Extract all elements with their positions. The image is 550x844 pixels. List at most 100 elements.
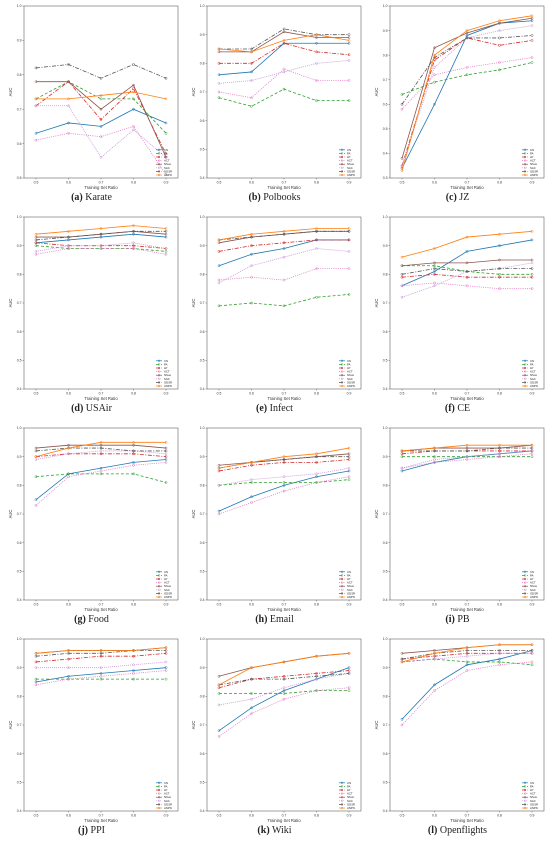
legend-label-pa: PA [164, 362, 168, 366]
data-point-gdsr [315, 455, 318, 458]
data-point-cn [132, 107, 135, 111]
x-tick-label: 0.5 [400, 603, 405, 607]
data-point-gdsr [99, 76, 103, 80]
legend-label-anpn: ANPN [347, 806, 355, 810]
y-tick-label: 0.8 [17, 273, 22, 277]
data-point-act [132, 463, 135, 467]
series-sac [217, 59, 351, 85]
data-point-act [530, 56, 534, 59]
legend-label-sac: SAC [530, 166, 536, 170]
data-point-act [250, 501, 253, 504]
data-point-anpn [400, 255, 404, 259]
data-point-lp [282, 241, 286, 245]
series-act [217, 475, 351, 516]
legend-marker-pa [340, 363, 344, 366]
data-point-anpn [530, 14, 534, 18]
data-point-act [433, 689, 436, 692]
data-point-nsus [400, 264, 404, 268]
data-point-gdsr [282, 232, 286, 236]
panel-dataset-name: Email [267, 614, 294, 625]
legend-marker-act [340, 581, 344, 584]
data-point-anpn [498, 19, 501, 23]
data-point-lp [498, 275, 501, 279]
data-point-pa [400, 93, 404, 96]
data-point-lp [400, 275, 404, 279]
data-point-act [250, 275, 253, 279]
data-point-gdsr [34, 66, 38, 70]
x-tick-label: 0.5 [400, 814, 405, 818]
chart-panel-ce: 0.4 0.5 0.6 0.7 0.8 0.9 1.0 0.5 0.6 0.7 0.8 0.9 Trai… [366, 211, 549, 422]
panel-dataset-name: Infect [267, 403, 293, 414]
x-tick-label: 0.6 [249, 603, 254, 607]
series-line-nsus [401, 259, 532, 267]
series-lp [400, 652, 534, 661]
data-point-nsus [400, 157, 404, 160]
series-line-cn [35, 233, 167, 244]
legend-marker-anpn [340, 173, 344, 177]
data-point-cn [217, 73, 221, 77]
y-tick-label: 0.9 [200, 666, 205, 670]
data-point-cn [34, 131, 38, 135]
series-line-act [218, 476, 350, 515]
y-tick-label: 0.9 [383, 455, 388, 459]
series-line-pa [35, 81, 167, 134]
y-tick-label: 0.8 [383, 273, 388, 277]
legend-marker-pa [157, 363, 161, 366]
x-axis-label: Training Set Ratio [267, 607, 301, 612]
legend-marker-anpn [523, 384, 527, 388]
data-point-pa [433, 80, 436, 84]
data-point-anpn [347, 39, 351, 42]
legend-label-pa: PA [530, 151, 534, 155]
data-point-cn [282, 484, 286, 487]
legend-marker-sac [340, 166, 344, 169]
data-point-nsus [217, 50, 221, 54]
legend-label-nsus: NSus [347, 373, 354, 377]
data-point-sac [400, 466, 404, 470]
data-point-anpn [465, 443, 469, 447]
data-point-sac [217, 281, 221, 285]
series-sac [217, 247, 351, 285]
legend-marker-cn [340, 359, 344, 362]
legend-label-cn: CN [347, 359, 351, 363]
series-line-gdsr [35, 230, 166, 241]
x-tick-label: 0.5 [34, 603, 39, 607]
data-point-act [433, 73, 436, 77]
x-axis-label: Training Set Ratio [84, 607, 118, 612]
x-axis-label: Training Set Ratio [84, 396, 118, 401]
y-tick-label: 0.5 [200, 570, 205, 574]
series-anpn [34, 441, 168, 458]
data-point-anpn [217, 466, 221, 470]
legend-marker-gdsr [523, 170, 527, 173]
y-tick-label: 0.6 [383, 541, 388, 545]
data-point-cn [217, 729, 221, 733]
panel-caption: (g) Food [0, 614, 183, 632]
series-sac [34, 660, 168, 669]
x-axis-label: Training Set Ratio [450, 607, 484, 612]
data-point-anpn [282, 39, 286, 42]
x-tick-label: 0.8 [131, 603, 136, 607]
x-tick-label: 0.7 [99, 603, 104, 607]
data-point-cn [347, 469, 351, 473]
data-point-nsus [67, 443, 70, 447]
data-point-nsus [347, 36, 351, 39]
series-anpn [217, 33, 351, 54]
x-tick-label: 0.6 [66, 181, 71, 185]
panel-dataset-name: Wiki [269, 825, 292, 836]
chart-svg-wiki: 0.4 0.5 0.6 0.7 0.8 0.9 1.0 0.5 0.6 0.7 0.8 0.9 Trai… [191, 637, 362, 823]
data-point-pa [498, 273, 501, 276]
legend-label-anpn: ANPN [164, 595, 172, 599]
series-line-act [401, 453, 533, 469]
data-point-lp [164, 152, 168, 156]
plot-frame [23, 5, 179, 179]
legend-marker-anpn [340, 384, 344, 388]
legend-marker-pa [523, 152, 527, 155]
data-point-anpn [67, 97, 70, 101]
chart-svg-usair: 0.4 0.5 0.6 0.7 0.8 0.9 1.0 0.5 0.6 0.7 0.8 0.9 Trai… [8, 215, 179, 401]
legend-marker-pa [157, 152, 161, 155]
data-point-lp [465, 275, 469, 279]
data-point-cn [164, 121, 168, 125]
data-point-pa [465, 73, 469, 77]
data-point-anpn [34, 232, 38, 236]
panel-caption: (b) Polbooks [183, 192, 366, 210]
